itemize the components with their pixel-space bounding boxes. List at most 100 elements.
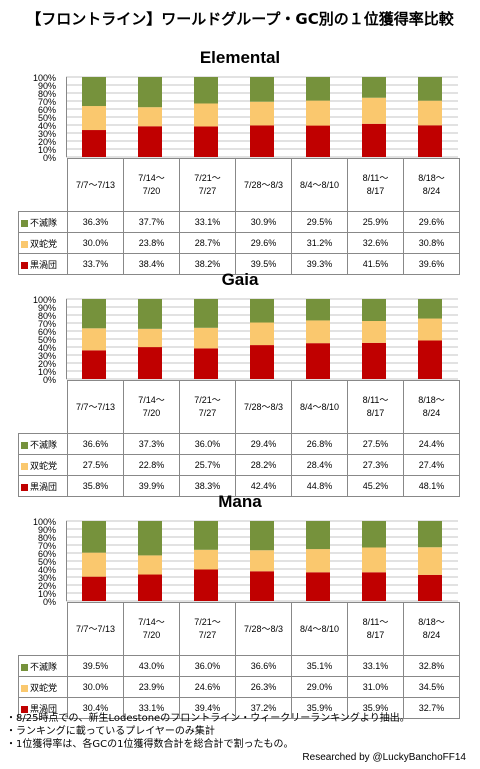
data-label: 36.6% xyxy=(235,655,292,677)
y-tick-label: 70% xyxy=(37,540,56,551)
category-label-line: 7/21〜 xyxy=(194,395,221,405)
data-label: 36.0% xyxy=(179,433,236,455)
bar-segment xyxy=(82,552,106,577)
bar-segment xyxy=(250,125,274,157)
data-label: 29.5% xyxy=(291,211,348,233)
bar-segment xyxy=(306,320,330,344)
note-line: ・8/25時点での、新生Lodestoneのフロントライン・ウィークリーランキン… xyxy=(6,713,410,724)
bar-segment xyxy=(250,101,274,126)
data-label: 36.6% xyxy=(67,433,124,455)
data-label: 32.7% xyxy=(403,697,460,719)
data-label: 27.4% xyxy=(403,454,460,476)
data-label: 28.4% xyxy=(291,454,348,476)
bar-segment xyxy=(362,77,386,98)
legend-entry: 双蛇党 xyxy=(18,232,68,254)
bar-segment xyxy=(250,77,274,102)
y-tick-label: 10% xyxy=(37,144,56,155)
bar-segment xyxy=(250,299,274,323)
legend-label: 黒渦団 xyxy=(30,259,58,270)
table-row: 不滅隊 36.3% 37.7% 33.1% 30.9% 29.5% 25.9% 29.6% xyxy=(18,211,460,233)
bar-segment xyxy=(418,340,442,379)
chart-block-gaia: Gaia 100% 90% 80% 70% 60% 50% 40% 30% 20% 10% 0% 7/7… xyxy=(0,270,480,498)
data-label: 34.5% xyxy=(403,676,460,698)
data-label: 25.7% xyxy=(179,454,236,476)
category-label: 7/21〜 7/27 xyxy=(179,602,236,656)
category-label: 8/11〜 8/17 xyxy=(347,380,404,434)
category-label-line: 8/18〜 xyxy=(418,617,445,627)
category-label-line: 7/14〜 xyxy=(138,173,165,183)
bar-segment xyxy=(362,299,386,321)
data-label: 27.5% xyxy=(67,454,124,476)
legend-swatch xyxy=(21,219,28,227)
legend-swatch xyxy=(21,261,28,269)
y-tick-label: 20% xyxy=(37,358,56,369)
bar-segment xyxy=(418,574,442,601)
y-tick-label: 70% xyxy=(37,96,56,107)
table-row: 不滅隊 36.6% 37.3% 36.0% 29.4% 26.8% 27.5% 24.4% xyxy=(18,433,460,455)
category-label: 8/11〜 8/17 xyxy=(347,602,404,656)
table-header-row: 7/7〜7/13 7/14〜 7/20 7/21〜 7/27 7/28〜8/3 8/4〜8/… xyxy=(19,158,460,212)
bar-segment xyxy=(138,77,162,108)
data-label: 37.7% xyxy=(123,211,180,233)
category-label-line: 7/21〜 xyxy=(194,617,221,627)
chart-title: Elemental xyxy=(199,48,281,67)
data-label: 31.0% xyxy=(347,676,404,698)
y-tick-label: 20% xyxy=(37,136,56,147)
category-label-line: 7/27 xyxy=(198,186,217,196)
y-tick-label: 40% xyxy=(37,342,56,353)
data-label: 39.6% xyxy=(403,253,460,275)
category-label-line: 8/17 xyxy=(366,408,385,418)
y-tick-label: 50% xyxy=(37,112,56,123)
bar-segment xyxy=(306,77,330,101)
bar-segment xyxy=(194,569,218,601)
bar-segment xyxy=(418,125,442,157)
data-label: 30.8% xyxy=(403,232,460,254)
category-label: 7/28〜8/3 xyxy=(235,158,292,212)
bar-segment xyxy=(82,328,106,351)
bar-segment xyxy=(362,321,386,343)
credit: Researched by @LuckyBanchoFF14 xyxy=(302,752,466,763)
bar-segment xyxy=(306,343,330,379)
bar-segment xyxy=(418,100,442,126)
category-label-line: 7/20 xyxy=(142,630,161,640)
table-row: 不滅隊 39.5% 43.0% 36.0% 36.6% 35.1% 33.1% 32.8% xyxy=(18,655,460,677)
legend-swatch xyxy=(21,705,28,713)
y-tick-label: 100% xyxy=(32,516,56,527)
table-corner xyxy=(19,603,68,656)
y-tick-label: 30% xyxy=(37,350,56,361)
category-label-line: 7/14〜 xyxy=(138,395,165,405)
bar-segment xyxy=(306,572,330,601)
bar-segment xyxy=(194,521,218,550)
y-tick-label: 80% xyxy=(37,88,56,99)
data-label: 24.6% xyxy=(179,676,236,698)
y-tick-label: 50% xyxy=(37,334,56,345)
table-corner xyxy=(19,159,68,212)
data-label: 29.6% xyxy=(403,211,460,233)
note-line: ・1位獲得率は、各GCの1位獲得数合計を総合計で割ったもの。 xyxy=(6,739,294,750)
y-tick-label: 60% xyxy=(37,104,56,115)
category-label: 8/11〜 8/17 xyxy=(347,158,404,212)
data-label: 33.1% xyxy=(347,655,404,677)
bar-segment xyxy=(306,521,330,550)
data-label: 48.1% xyxy=(403,475,460,497)
bar-segment xyxy=(138,328,162,348)
bar-segment xyxy=(418,77,442,101)
data-label: 36.3% xyxy=(67,211,124,233)
bar-segment xyxy=(138,521,162,556)
data-label: 32.6% xyxy=(347,232,404,254)
data-label: 44.8% xyxy=(291,475,348,497)
table-row: 黒渦団 33.7% 38.4% 38.2% 39.5% 39.3% 41.5% 39.6% xyxy=(18,253,460,275)
bar-segment xyxy=(250,571,274,601)
bar-segment xyxy=(418,299,442,319)
data-label: 27.3% xyxy=(347,454,404,476)
category-label: 7/7〜7/13 xyxy=(67,380,124,434)
bar-segment xyxy=(418,521,442,548)
legend-entry: 双蛇党 xyxy=(18,454,68,476)
data-table: 7/7〜7/13 7/14〜 7/20 7/21〜 7/27 7/28〜8/3 8/4〜8/… xyxy=(18,380,460,497)
data-label: 39.5% xyxy=(235,253,292,275)
data-label: 35.1% xyxy=(291,655,348,677)
category-label: 7/7〜7/13 xyxy=(67,158,124,212)
legend-entry: 黒渦団 xyxy=(18,697,68,719)
data-label: 32.8% xyxy=(403,655,460,677)
